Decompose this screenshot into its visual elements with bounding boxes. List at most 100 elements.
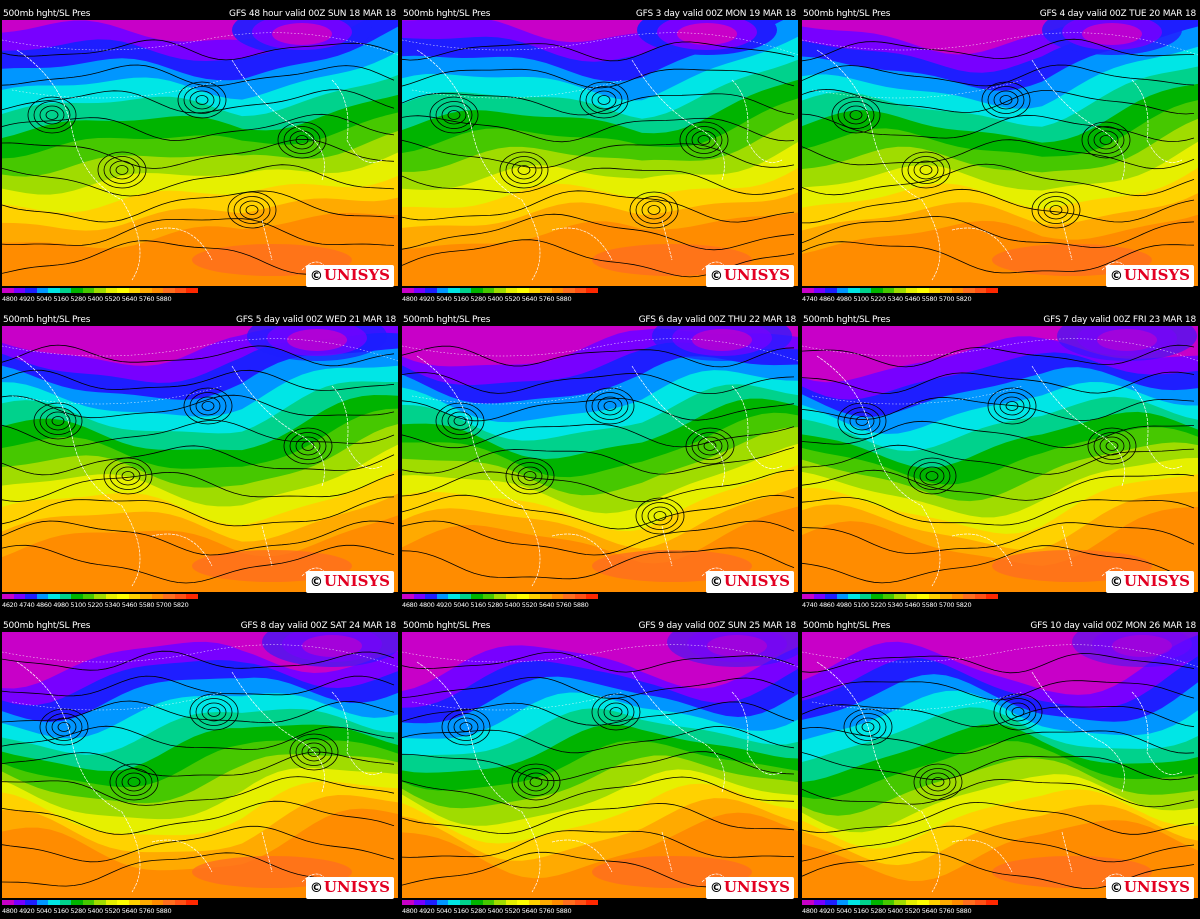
- color-swatch: [917, 594, 930, 599]
- pressure-center-ring: [39, 708, 89, 746]
- pressure-center-ring: [861, 722, 875, 732]
- cold-low: [707, 635, 767, 657]
- color-swatch: [859, 288, 872, 293]
- pressure-center-ring: [691, 432, 729, 460]
- color-swatch: [917, 288, 930, 293]
- color-swatch: [151, 900, 164, 905]
- pressure-center-ring: [1005, 401, 1019, 411]
- color-swatch: [859, 900, 872, 905]
- color-swatch: [586, 594, 599, 599]
- pressure-center-ring: [233, 196, 271, 224]
- color-swatch: [882, 594, 895, 599]
- pressure-center-ring: [1105, 441, 1119, 451]
- color-swatch: [174, 288, 187, 293]
- isobar: [802, 216, 1195, 248]
- color-swatch: [940, 900, 953, 905]
- pressure-center-ring: [453, 717, 479, 737]
- pressure-center-ring: [591, 693, 641, 731]
- height-band: [2, 326, 398, 366]
- pressure-center-ring: [603, 401, 617, 411]
- pressure-center-ring: [837, 101, 875, 129]
- color-swatch: [882, 900, 895, 905]
- color-swatch: [163, 900, 176, 905]
- color-swatch: [563, 594, 576, 599]
- color-scale: 4800 4920 5040 5160 5280 5400 5520 5640 …: [802, 900, 1002, 918]
- pressure-center-ring: [855, 717, 881, 737]
- color-swatch: [802, 594, 815, 599]
- pressure-center-ring: [189, 90, 215, 110]
- color-swatch: [963, 288, 976, 293]
- isobar: [802, 825, 1195, 863]
- pressure-center-ring: [27, 96, 77, 134]
- isobar: [402, 494, 795, 530]
- pressure-center-ring: [195, 95, 209, 105]
- pressure-center-ring: [647, 506, 673, 526]
- isobar: [2, 138, 395, 169]
- color-swatch: [425, 900, 438, 905]
- pressure-center-ring: [289, 130, 315, 150]
- color-swatch: [813, 288, 826, 293]
- color-swatch: [105, 900, 118, 905]
- pressure-center-ring: [511, 462, 549, 490]
- pressure-center-ring: [591, 90, 617, 110]
- color-swatch: [71, 288, 84, 293]
- color-scale-labels: 4680 4800 4920 5040 5160 5280 5400 5520 …: [402, 601, 589, 609]
- isobar: [2, 544, 395, 584]
- isobar: [402, 469, 795, 503]
- color-scale: 4680 4800 4920 5040 5160 5280 5400 5520 …: [402, 594, 602, 612]
- color-swatch: [471, 288, 484, 293]
- color-swatch: [836, 594, 849, 599]
- color-swatch: [163, 288, 176, 293]
- pressure-center-ring: [453, 416, 467, 426]
- pressure-center-ring: [919, 768, 957, 796]
- color-swatch: [163, 594, 176, 599]
- color-swatch: [105, 288, 118, 293]
- pressure-center-ring: [189, 392, 227, 420]
- color-swatch: [802, 900, 815, 905]
- isobar: [2, 520, 395, 556]
- color-swatch: [436, 900, 449, 905]
- pressure-center-ring: [585, 387, 635, 425]
- pressure-center-ring: [103, 156, 141, 184]
- pressure-center-ring: [647, 205, 661, 215]
- color-swatch: [174, 594, 187, 599]
- isobar: [802, 344, 1195, 368]
- color-swatch: [836, 900, 849, 905]
- isobar: [2, 89, 395, 114]
- isobar: [802, 444, 1195, 475]
- pressure-center-ring: [1043, 200, 1069, 220]
- color-swatch: [2, 594, 15, 599]
- color-swatch: [82, 900, 95, 905]
- color-swatch: [905, 594, 918, 599]
- isobar: [802, 241, 1195, 274]
- pressure-center-ring: [295, 135, 309, 145]
- coastline: [816, 661, 1183, 893]
- forecast-panel-8: 500mb hght/SL Pres GFS 9 day valid 00Z SU…: [400, 612, 800, 918]
- map-canvas: [402, 20, 798, 286]
- pressure-center-ring: [499, 151, 549, 189]
- cold-low: [1072, 632, 1198, 667]
- color-swatch: [13, 594, 26, 599]
- forecast-panel-1: 500mb hght/SL Pres GFS 48 hour valid 00Z …: [0, 0, 400, 306]
- pressure-center-ring: [1081, 121, 1131, 159]
- isobar: [802, 545, 1195, 584]
- pressure-center-ring: [603, 702, 629, 722]
- color-swatch: [528, 288, 541, 293]
- pressure-center-ring: [697, 135, 711, 145]
- map-canvas: [2, 632, 398, 898]
- pressure-center-ring: [51, 717, 77, 737]
- pressure-center-ring: [517, 165, 531, 175]
- color-swatch: [963, 594, 976, 599]
- map-canvas: [2, 326, 398, 592]
- pressure-center-ring: [999, 396, 1025, 416]
- pressure-center-ring: [103, 457, 153, 495]
- pressure-center-ring: [429, 96, 479, 134]
- pressure-center-ring: [1087, 427, 1137, 465]
- pressure-center-ring: [685, 427, 735, 465]
- forecast-panel-7: 500mb hght/SL Pres GFS 8 day valid 00Z SA…: [0, 612, 400, 918]
- color-swatch: [940, 594, 953, 599]
- color-swatch: [425, 594, 438, 599]
- color-swatch: [505, 900, 518, 905]
- color-swatch: [402, 288, 415, 293]
- pressure-center-ring: [685, 126, 723, 154]
